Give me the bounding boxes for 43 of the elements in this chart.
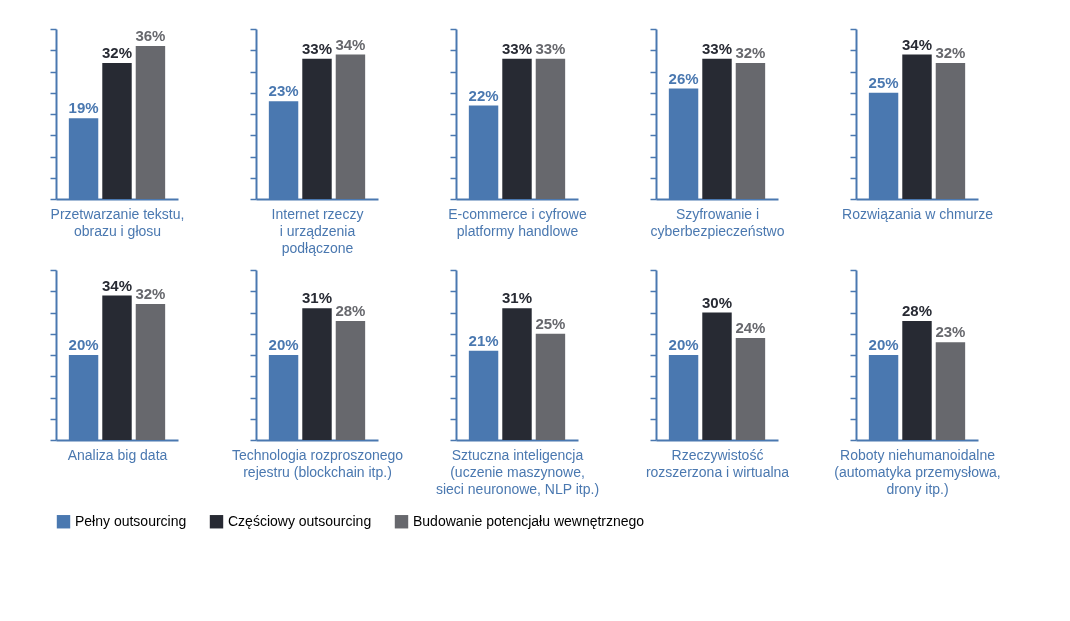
data-label: 20% <box>668 336 699 353</box>
data-label: 34% <box>101 276 133 294</box>
x-axis-title: Szyfrowanie i cyberbezpieczeństwo <box>650 205 785 239</box>
data-label: 26% <box>668 69 699 87</box>
x-axis-title: Sztuczna inteligencja (uczenie maszynowe, sieci neuronowe, NLP itp.) <box>435 446 600 497</box>
data-label: 23% <box>268 82 299 100</box>
data-label: 33% <box>501 39 533 57</box>
data-label: 25% <box>535 314 566 332</box>
x-axis-title: Analiza big data <box>67 446 168 463</box>
data-label: 33% <box>301 39 333 57</box>
data-label: 36% <box>135 27 166 44</box>
x-axis-title: Rozwiązania w chmurze <box>842 205 994 222</box>
data-label: 25% <box>868 73 899 91</box>
data-label: 34% <box>901 35 933 53</box>
x-axis-title: E-commerce i cyfrowe platformy handlowe <box>448 205 587 239</box>
data-label: 32% <box>135 285 166 302</box>
x-axis-title: Przetwarzanie tekstu, obrazu i głosu <box>50 205 185 239</box>
data-label: 22% <box>468 86 499 104</box>
data-label: 34% <box>335 35 366 53</box>
data-label: 20% <box>68 336 99 353</box>
data-label: 33% <box>535 39 566 57</box>
data-label: 19% <box>68 99 99 117</box>
data-label: 21% <box>468 331 499 349</box>
data-label: 28% <box>901 302 933 319</box>
data-label: 20% <box>268 336 299 353</box>
data-label: 23% <box>935 323 966 341</box>
legend-label: Pełny outsourcing <box>75 512 187 529</box>
x-axis-title: Technologia rozproszonego rejestru (blockchain itp.) <box>231 446 404 480</box>
data-label: 31% <box>301 289 333 307</box>
data-label: 32% <box>735 44 766 61</box>
legend-label: Częściowy outsourcing <box>228 512 372 529</box>
data-label: 31% <box>501 289 533 307</box>
data-label: 24% <box>735 319 766 336</box>
legend-label: Budowanie potencjału wewnętrznego <box>413 512 645 529</box>
data-label: 33% <box>701 39 733 57</box>
data-label: 28% <box>335 302 366 319</box>
data-label: 20% <box>868 336 899 353</box>
x-axis-title: Rzeczywistość rozszerzona i wirtualna <box>645 446 790 480</box>
x-axis-title: Roboty niehumanoidalne (automatyka przemysłowa, drony itp.) <box>834 446 1001 497</box>
data-label: 32% <box>935 44 966 61</box>
data-label: 30% <box>701 293 733 311</box>
data-label: 32% <box>101 44 133 61</box>
x-axis-title: Internet rzeczy i urządzenia podłączone <box>271 205 364 256</box>
